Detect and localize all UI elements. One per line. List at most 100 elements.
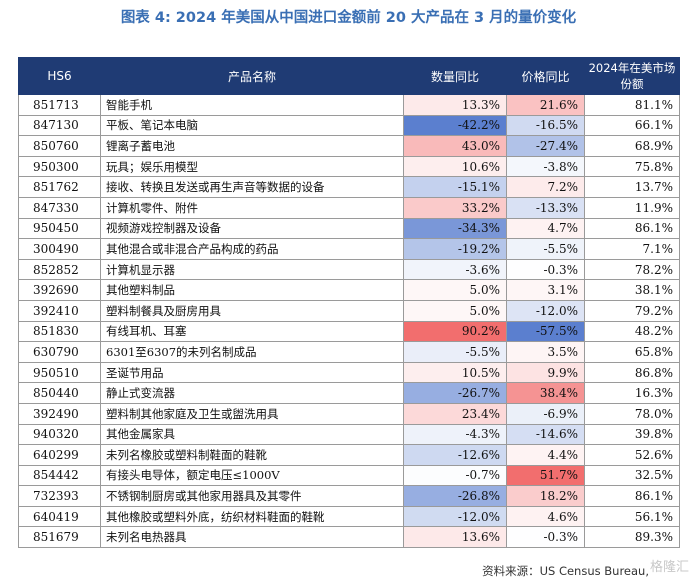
cell-market-share: 7.1% — [584, 238, 680, 260]
cell-quantity-yoy: -12.0% — [403, 505, 507, 528]
cell-hs6: 300490 — [18, 238, 101, 260]
table-row: 850760 锂离子蓄电池 43.0% -27.4% 68.9% — [18, 135, 680, 157]
cell-quantity-yoy: -15.1% — [403, 176, 507, 198]
cell-product-name: 不锈钢制厨房或其他家用器具及其零件 — [100, 485, 404, 507]
cell-quantity-yoy: -26.8% — [403, 485, 507, 507]
cell-price-yoy: -14.6% — [506, 423, 585, 446]
cell-price-yoy: -27.4% — [506, 135, 585, 157]
cell-quantity-yoy: -4.3% — [403, 423, 507, 446]
cell-hs6: 640299 — [18, 444, 101, 466]
table-row: 950450 视频游戏控制器及设备 -34.3% 4.7% 86.1% — [18, 217, 680, 240]
cell-product-name: 玩具；娱乐用模型 — [100, 155, 404, 178]
cell-product-name: 智能手机 — [100, 94, 404, 116]
cell-product-name: 其他塑料制品 — [100, 279, 404, 301]
cell-market-share: 81.1% — [584, 94, 680, 116]
cell-market-share: 68.9% — [584, 135, 680, 157]
table-row: 950300 玩具；娱乐用模型 10.6% -3.8% 75.8% — [18, 155, 680, 178]
cell-market-share: 38.1% — [584, 279, 680, 301]
cell-hs6: 950450 — [18, 217, 101, 240]
table-row: 850440 静止式变流器 -26.7% 38.4% 16.3% — [18, 382, 680, 404]
table-row: 392690 其他塑料制品 5.0% 3.1% 38.1% — [18, 279, 680, 301]
cell-market-share: 75.8% — [584, 155, 680, 178]
cell-market-share: 52.6% — [584, 444, 680, 466]
cell-market-share: 39.8% — [584, 423, 680, 446]
table-row: 732393 不锈钢制厨房或其他家用器具及其零件 -26.8% 18.2% 86.1% — [18, 485, 680, 507]
cell-price-yoy: 4.4% — [506, 444, 585, 466]
cell-quantity-yoy: -12.6% — [403, 444, 507, 466]
cell-quantity-yoy: -5.5% — [403, 341, 507, 363]
cell-market-share: 48.2% — [584, 320, 680, 343]
cell-market-share: 86.1% — [584, 217, 680, 240]
cell-hs6: 732393 — [18, 485, 101, 507]
cell-hs6: 640419 — [18, 505, 101, 528]
cell-hs6: 630790 — [18, 341, 101, 363]
cell-quantity-yoy: 10.5% — [403, 361, 507, 384]
table-row: 300490 其他混合或非混合产品构成的药品 -19.2% -5.5% 7.1% — [18, 238, 680, 260]
cell-product-name: 未列名电热器具 — [100, 526, 404, 549]
chart-title: 图表 4: 2024 年美国从中国进口金额前 20 大产品在 3 月的量价变化 — [120, 10, 577, 26]
cell-market-share: 86.1% — [584, 485, 680, 507]
cell-market-share: 66.1% — [584, 114, 680, 137]
cell-price-yoy: -3.8% — [506, 155, 585, 178]
cell-price-yoy: -57.5% — [506, 320, 585, 343]
cell-hs6: 847130 — [18, 114, 101, 137]
table-row: 851713 智能手机 13.3% 21.6% 81.1% — [18, 94, 680, 116]
cell-product-name: 视频游戏控制器及设备 — [100, 217, 404, 240]
cell-market-share: 89.3% — [584, 526, 680, 549]
cell-quantity-yoy: 43.0% — [403, 135, 507, 157]
cell-product-name: 有线耳机、耳塞 — [100, 320, 404, 343]
cell-price-yoy: -0.3% — [506, 526, 585, 549]
table-row: 950510 圣诞节用品 10.5% 9.9% 86.8% — [18, 361, 680, 384]
cell-price-yoy: 4.6% — [506, 505, 585, 528]
cell-product-name: 平板、笔记本电脑 — [100, 114, 404, 137]
cell-quantity-yoy: 13.3% — [403, 94, 507, 116]
cell-product-name: 塑料制餐具及厨房用具 — [100, 299, 404, 322]
header-market-share-line2: 份额 — [620, 77, 644, 91]
cell-market-share: 65.8% — [584, 341, 680, 363]
table-body: 851713 智能手机 13.3% 21.6% 81.1% 847130 平板、笔记本电脑 -… — [18, 94, 680, 549]
table-row: 940320 其他金属家具 -4.3% -14.6% 39.8% — [18, 423, 680, 446]
table-row: 392490 塑料制其他家庭及卫生或盥洗用具 23.4% -6.9% 78.0% — [18, 402, 680, 425]
cell-product-name: 其他混合或非混合产品构成的药品 — [100, 238, 404, 260]
table-row: 630790 6301至6307的未列名制成品 -5.5% 3.5% 65.8% — [18, 341, 680, 363]
cell-hs6: 850760 — [18, 135, 101, 157]
cell-market-share: 16.3% — [584, 382, 680, 404]
table-row: 851762 接收、转换且发送或再生声音等数据的设备 -15.1% 7.2% 13.7% — [18, 176, 680, 198]
header-price-yoy: 价格同比 — [506, 57, 585, 95]
cell-market-share: 78.2% — [584, 258, 680, 281]
cell-hs6: 847330 — [18, 196, 101, 219]
cell-quantity-yoy: 33.2% — [403, 196, 507, 219]
cell-hs6: 851713 — [18, 94, 101, 116]
cell-market-share: 79.2% — [584, 299, 680, 322]
cell-quantity-yoy: 23.4% — [403, 402, 507, 425]
cell-quantity-yoy: -42.2% — [403, 114, 507, 137]
cell-price-yoy: 3.1% — [506, 279, 585, 301]
cell-price-yoy: -6.9% — [506, 402, 585, 425]
cell-hs6: 854442 — [18, 464, 101, 487]
source-note: 资料来源：US Census Bureau, — [482, 564, 649, 578]
cell-price-yoy: -0.3% — [506, 258, 585, 281]
cell-quantity-yoy: 90.2% — [403, 320, 507, 343]
cell-hs6: 852852 — [18, 258, 101, 281]
table-row: 640299 未列名橡胶或塑料制鞋面的鞋靴 -12.6% 4.4% 52.6% — [18, 444, 680, 466]
cell-hs6: 950510 — [18, 361, 101, 384]
cell-price-yoy: 3.5% — [506, 341, 585, 363]
cell-hs6: 851830 — [18, 320, 101, 343]
cell-product-name: 接收、转换且发送或再生声音等数据的设备 — [100, 176, 404, 198]
cell-quantity-yoy: 13.6% — [403, 526, 507, 549]
cell-hs6: 950300 — [18, 155, 101, 178]
header-hs6: HS6 — [18, 57, 101, 95]
table-row: 847330 计算机零件、附件 33.2% -13.3% 11.9% — [18, 196, 680, 219]
cell-market-share: 32.5% — [584, 464, 680, 487]
cell-market-share: 13.7% — [584, 176, 680, 198]
cell-market-share: 11.9% — [584, 196, 680, 219]
header-market-share: 2024年在美市场 份额 — [584, 57, 680, 95]
cell-product-name: 计算机显示器 — [100, 258, 404, 281]
cell-product-name: 圣诞节用品 — [100, 361, 404, 384]
cell-price-yoy: 38.4% — [506, 382, 585, 404]
cell-hs6: 392690 — [18, 279, 101, 301]
cell-product-name: 有接头电导体，额定电压≤1000V — [100, 464, 404, 487]
cell-quantity-yoy: 5.0% — [403, 279, 507, 301]
table-row: 852852 计算机显示器 -3.6% -0.3% 78.2% — [18, 258, 680, 281]
header-quantity-yoy: 数量同比 — [403, 57, 507, 95]
